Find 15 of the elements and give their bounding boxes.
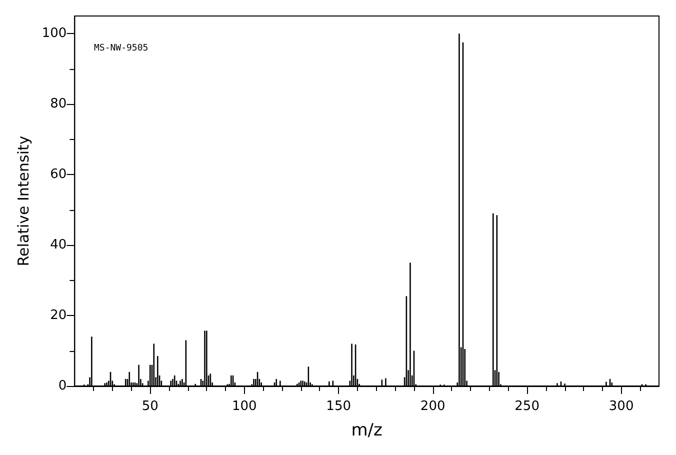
y-tick-label: 20 xyxy=(50,308,67,324)
y-tick-label: 60 xyxy=(50,167,67,182)
y-tick-label: 40 xyxy=(50,238,67,253)
x-axis-title: m/z xyxy=(351,420,383,440)
y-tick-label: 0 xyxy=(58,378,67,394)
y-tick-label: 100 xyxy=(42,26,67,42)
x-tick-label: 150 xyxy=(326,399,351,414)
x-tick-label: 100 xyxy=(232,399,257,414)
y-tick-label: 80 xyxy=(50,96,67,112)
x-tick-label: 300 xyxy=(608,399,634,414)
annotation: MS-NW-9505 xyxy=(94,44,148,54)
x-tick-label: 250 xyxy=(514,399,540,414)
x-tick-label: 50 xyxy=(142,399,158,414)
y-axis-title: Relative Intensity xyxy=(14,136,32,266)
x-tick-label: 200 xyxy=(420,399,446,414)
